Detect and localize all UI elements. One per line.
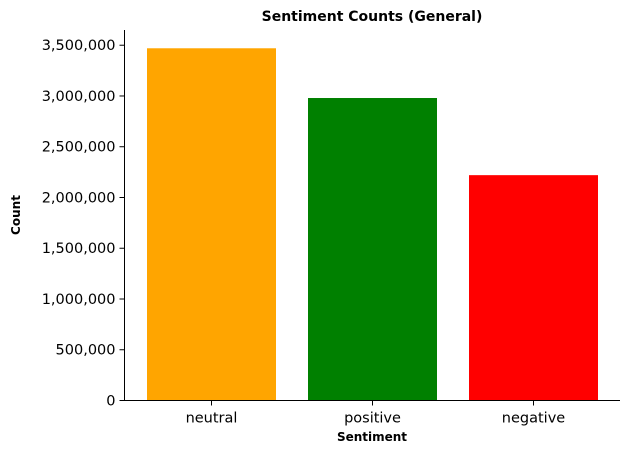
y-tick-label: 1,000,000	[42, 292, 116, 308]
y-tick-label: 3,000,000	[42, 89, 116, 105]
bar-neutral	[147, 48, 276, 401]
x-axis-label: Sentiment	[337, 430, 407, 444]
y-tick-label: 500,000	[56, 343, 116, 359]
y-axis-label: Count	[9, 195, 23, 235]
y-tick-label: 0	[106, 394, 115, 410]
y-tick-label: 1,500,000	[42, 241, 116, 257]
x-tick-label-positive: positive	[344, 411, 401, 427]
bars-group	[147, 48, 598, 401]
x-tick-label-neutral: neutral	[186, 411, 238, 427]
x-ticks-group: neutral positive negative	[186, 400, 565, 427]
y-tick-label: 2,500,000	[42, 140, 116, 156]
y-ticks-group: 0 500,000 1,000,000 1,500,000 2,000,000 2,500…	[42, 38, 125, 410]
bar-positive	[308, 98, 437, 401]
bar-negative	[469, 175, 598, 401]
y-tick-label: 3,500,000	[42, 38, 116, 54]
y-tick-label: 2,000,000	[42, 190, 116, 206]
x-tick-label-negative: negative	[502, 411, 565, 427]
chart-title: Sentiment Counts (General)	[262, 9, 483, 25]
